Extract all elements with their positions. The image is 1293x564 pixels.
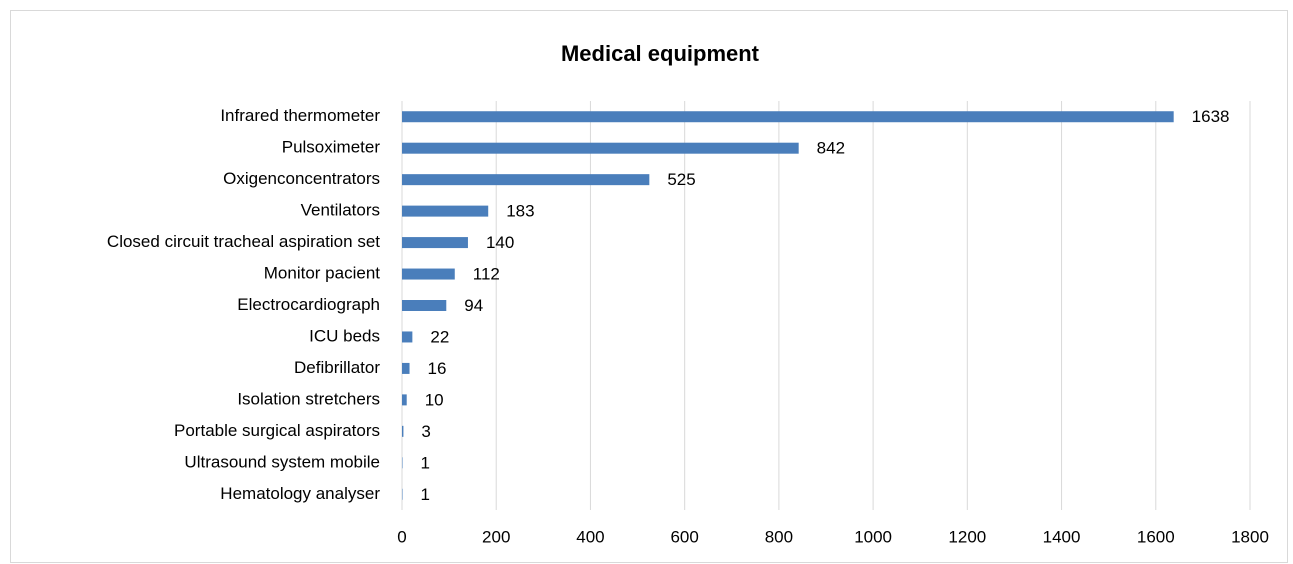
bar (402, 205, 489, 217)
data-label: 94 (464, 296, 483, 315)
data-label: 22 (430, 327, 449, 346)
y-tick-label: Ventilators (301, 201, 380, 220)
x-tick-label: 400 (576, 527, 604, 546)
bar (402, 300, 447, 311)
x-tick-label: 0 (397, 527, 406, 546)
y-tick-label: Pulsoximeter (282, 138, 381, 157)
data-label: 525 (667, 170, 695, 189)
bar (402, 237, 468, 249)
data-label: 1 (420, 453, 429, 472)
y-tick-label: Portable surgical aspirators (174, 421, 380, 440)
x-tick-label: 1200 (948, 527, 986, 546)
x-tick-label: 200 (482, 527, 510, 546)
x-tick-label: 800 (765, 527, 793, 546)
data-label: 3 (421, 422, 430, 441)
data-label: 10 (425, 390, 444, 409)
bar (402, 174, 650, 186)
chart-frame (10, 10, 1288, 563)
bar (402, 331, 413, 343)
x-tick-label: 1000 (854, 527, 892, 546)
x-tick-label: 600 (670, 527, 698, 546)
x-tick-label: 1600 (1137, 527, 1175, 546)
data-label: 183 (506, 202, 534, 221)
data-label: 140 (486, 233, 514, 252)
bar (402, 394, 407, 406)
y-tick-label: Ultrasound system mobile (184, 452, 380, 471)
y-tick-label: Electrocardiograph (237, 295, 380, 314)
x-tick-label: 1400 (1043, 527, 1081, 546)
data-label: 112 (473, 265, 500, 284)
bar (402, 142, 799, 154)
bar (402, 268, 455, 280)
y-tick-label: Closed circuit tracheal aspiration set (107, 232, 380, 251)
y-tick-label: Monitor pacient (264, 264, 381, 283)
chart-title: Medical equipment (561, 41, 760, 66)
bar (402, 425, 404, 437)
data-label: 16 (428, 359, 447, 378)
bar (402, 362, 410, 374)
data-label: 1638 (1192, 107, 1230, 126)
y-tick-label: Isolation stretchers (237, 389, 380, 408)
data-label: 842 (817, 139, 845, 158)
y-tick-label: Infrared thermometer (220, 106, 380, 125)
y-tick-label: Defibrillator (294, 358, 380, 377)
x-tick-label: 1800 (1231, 527, 1269, 546)
y-tick-label: ICU beds (309, 326, 380, 345)
y-tick-label: Oxigenconcentrators (223, 169, 380, 188)
y-tick-label: Hematology analyser (220, 484, 380, 503)
bar (402, 111, 1174, 123)
data-label: 1 (420, 485, 429, 504)
